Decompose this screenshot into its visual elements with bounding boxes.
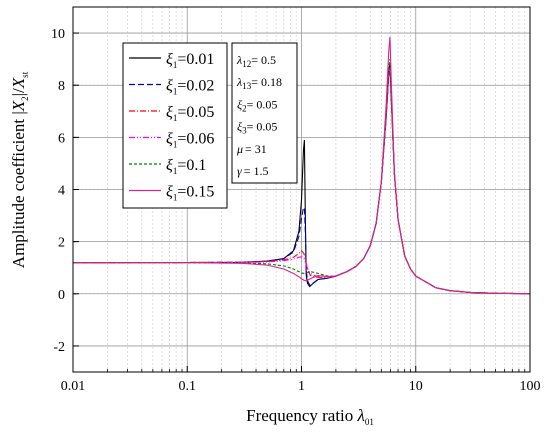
x-axis-title: Frequency ratio λ01 bbox=[246, 406, 374, 427]
x-axis-title-symbol: λ bbox=[357, 406, 365, 425]
legend-label-5: ξ1=0.1 bbox=[166, 157, 206, 176]
x-tick-label: 0.01 bbox=[61, 379, 86, 394]
parameter-value: = 0.05 bbox=[247, 120, 278, 134]
legend-subscript: 1 bbox=[173, 166, 178, 176]
x-axis-title-main: Frequency ratio bbox=[246, 406, 357, 425]
y-axis-title-substst: st bbox=[20, 71, 30, 78]
parameter-symbol: ξ bbox=[237, 120, 243, 134]
legend-label-1: ξ1=0.01 bbox=[166, 51, 214, 70]
legend-symbol: ξ bbox=[166, 184, 173, 201]
legend-label-4: ξ1=0.06 bbox=[166, 131, 214, 150]
legend-symbol: ξ bbox=[166, 131, 173, 148]
legend-value: =0.06 bbox=[177, 131, 214, 148]
legend-symbol: ξ bbox=[166, 157, 173, 174]
parameter-value: = 1.5 bbox=[244, 164, 269, 178]
legend-subscript: 1 bbox=[173, 87, 178, 97]
parameter-symbol: μ bbox=[236, 142, 243, 156]
parameter-symbol: λ bbox=[236, 75, 242, 89]
y-tick-label: 0 bbox=[58, 288, 65, 303]
legend-label-6: ξ1=0.15 bbox=[166, 184, 214, 203]
parameter-1: λ12= 0.5 bbox=[236, 53, 276, 69]
legend-label-2: ξ1=0.02 bbox=[166, 78, 214, 97]
parameter-symbol: γ bbox=[237, 164, 242, 178]
x-axis-title-subscript: 01 bbox=[365, 417, 374, 427]
y-tick-label: 10 bbox=[51, 27, 65, 42]
legend-subscript: 1 bbox=[173, 60, 178, 70]
legend-box bbox=[122, 42, 228, 209]
parameter-subscript: 12 bbox=[242, 59, 251, 69]
y-axis-title-x: X bbox=[9, 100, 28, 112]
parameter-3: ξ2= 0.05 bbox=[237, 97, 277, 113]
parameter-value: = 0.5 bbox=[251, 53, 276, 67]
y-tick-label: 8 bbox=[58, 79, 65, 94]
x-tick-label: 1 bbox=[298, 379, 305, 394]
parameter-6: γ = 1.5 bbox=[237, 164, 269, 178]
legend-symbol: ξ bbox=[166, 78, 173, 95]
parameter-5: μ = 31 bbox=[236, 142, 267, 156]
y-tick-label: 4 bbox=[58, 184, 65, 199]
parameter-subscript: 13 bbox=[242, 81, 252, 91]
parameter-symbol: λ bbox=[236, 53, 242, 67]
series-layer bbox=[72, 36, 531, 295]
legend-symbol: ξ bbox=[166, 104, 173, 121]
legend-subscript: 1 bbox=[173, 113, 178, 123]
legend-value: =0.1 bbox=[177, 157, 206, 174]
parameter-value: = 31 bbox=[245, 142, 267, 156]
legend-symbol: ξ bbox=[166, 51, 173, 68]
y-axis-title-mid: |/ bbox=[9, 88, 28, 96]
x-tick-label: 0.1 bbox=[179, 379, 197, 394]
parameter-4: ξ3= 0.05 bbox=[237, 120, 277, 136]
y-axis-title-main: Amplitude coefficient | bbox=[9, 111, 28, 268]
parameter-box-frame bbox=[231, 42, 298, 184]
parameter-value: = 0.18 bbox=[251, 75, 282, 89]
y-axis-title-sub2: 2 bbox=[20, 96, 30, 101]
parameter-symbol: ξ bbox=[237, 97, 243, 111]
y-tick-label: -2 bbox=[53, 340, 65, 355]
legend-value: =0.01 bbox=[177, 51, 214, 68]
legend-subscript: 1 bbox=[173, 140, 178, 150]
y-tick-label: 6 bbox=[58, 131, 65, 146]
parameter-subscript: 2 bbox=[242, 103, 247, 113]
legend-subscript: 1 bbox=[173, 193, 178, 203]
y-axis-title-x2: X bbox=[9, 77, 28, 89]
series-line-6 bbox=[73, 36, 531, 295]
legend: ξ1=0.01ξ1=0.02ξ1=0.05ξ1=0.06ξ1=0.1ξ1=0.1… bbox=[122, 42, 228, 209]
x-tick-label: 100 bbox=[520, 379, 541, 394]
x-tick-labels: 0.01 0.1 1 10 100 bbox=[61, 379, 541, 394]
x-tick-label: 10 bbox=[409, 379, 423, 394]
axis-ticks bbox=[72, 32, 531, 372]
parameter-value: = 0.05 bbox=[247, 97, 278, 111]
y-axis-title: Amplitude coefficient |X2|/Xst bbox=[9, 71, 30, 268]
y-tick-labels: -2 0 2 4 6 8 10 bbox=[51, 27, 65, 355]
legend-value: =0.02 bbox=[177, 78, 214, 95]
legend-label-3: ξ1=0.05 bbox=[166, 104, 214, 123]
legend-value: =0.05 bbox=[177, 104, 214, 121]
legend-value: =0.15 bbox=[177, 184, 214, 201]
parameter-2: λ13= 0.18 bbox=[236, 75, 282, 91]
parameter-subscript: 3 bbox=[242, 126, 247, 136]
y-tick-label: 2 bbox=[58, 236, 65, 251]
